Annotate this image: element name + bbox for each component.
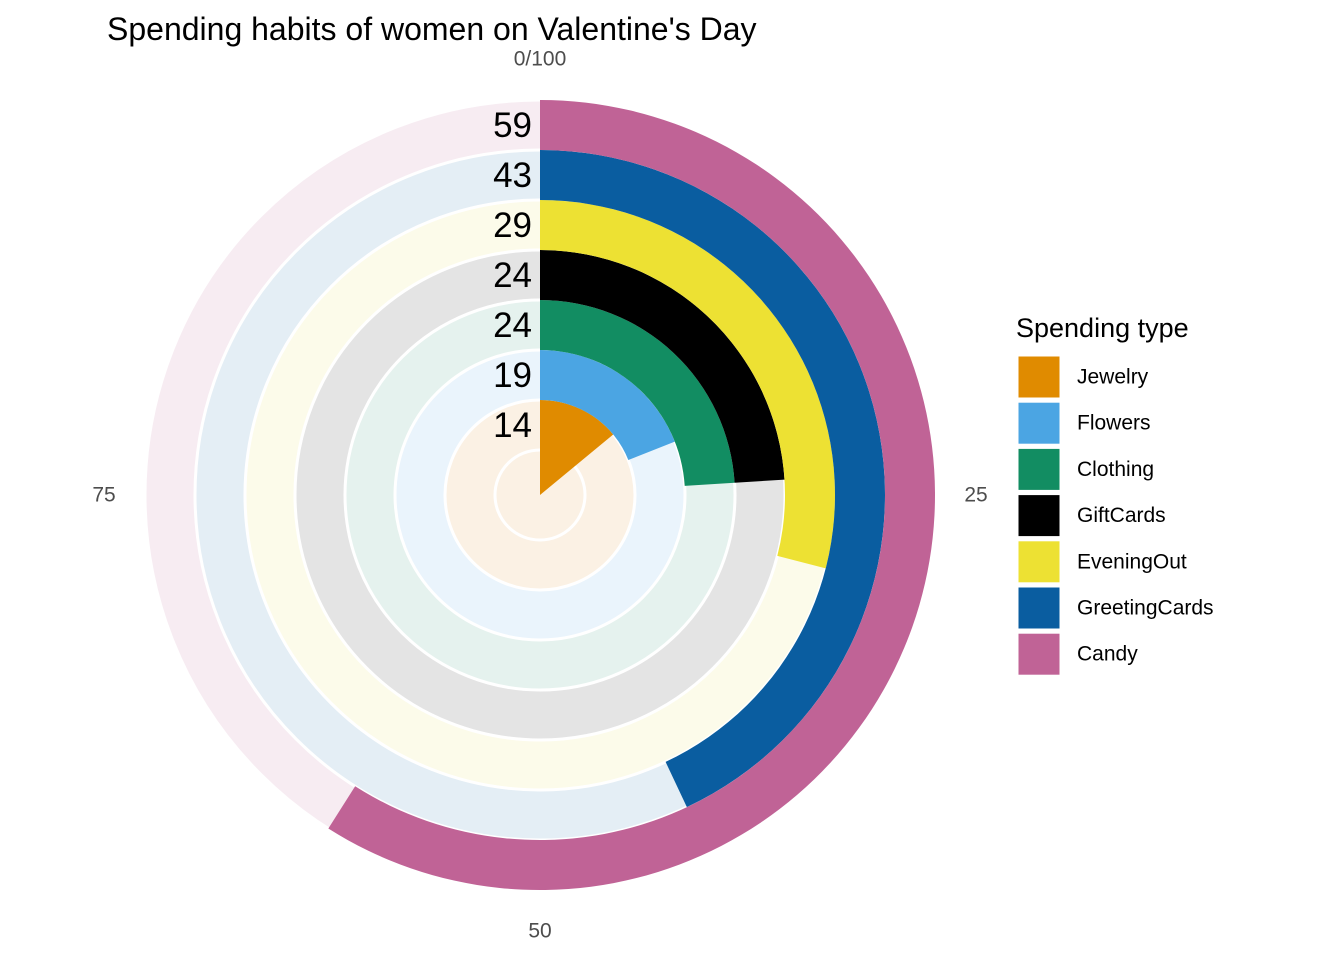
legend-key-candy [1017,632,1061,676]
value-label-giftcards: 24 [493,256,532,295]
axis-tick-label: 50 [528,920,551,943]
ring-bar-giftcards [540,250,785,483]
legend-label-candy: Candy [1077,643,1138,666]
ring-bar-flowers [540,350,675,461]
legend-label-greetingcards: GreetingCards [1077,597,1214,620]
legend: Spending type Jewelry Flowers Clothing Gift… [1016,313,1214,676]
value-label-clothing: 24 [493,306,532,345]
legend-key-giftcards [1017,494,1061,538]
ring-group [143,98,937,892]
legend-key-eveningout [1017,540,1061,584]
legend-items: Jewelry Flowers Clothing GiftCards EveningOu… [1017,355,1214,676]
legend-key-jewelry [1017,355,1061,399]
legend-key-flowers [1017,401,1061,445]
ring-bar-greetingcards [540,150,886,808]
axis-tick-label: 0/100 [514,48,567,71]
ring-bar-jewelry [540,400,614,495]
ring-bar-clothing [540,300,735,486]
axis-tick-label: 25 [964,484,987,507]
ring-bar-candy [328,100,936,890]
axis-tick-group: 0/100 25 50 75 [92,48,987,943]
value-label-eveningout: 29 [493,206,532,245]
value-label-flowers: 19 [493,356,532,395]
ring-bar-eveningout [540,200,835,569]
legend-label-flowers: Flowers [1077,412,1151,435]
axis-tick-label: 75 [92,484,115,507]
legend-label-jewelry: Jewelry [1077,366,1149,389]
value-label-greetingcards: 43 [493,156,532,195]
chart-title: Spending habits of women on Valentine's … [107,11,756,47]
value-label-jewelry: 14 [493,406,532,445]
legend-label-giftcards: GiftCards [1077,504,1166,527]
value-label-candy: 59 [493,106,532,145]
legend-key-greetingcards [1017,586,1061,630]
legend-title: Spending type [1016,313,1189,343]
legend-label-clothing: Clothing [1077,458,1154,481]
legend-label-eveningout: EveningOut [1077,550,1187,573]
legend-key-clothing [1017,447,1061,491]
value-label-group: 14 19 24 24 29 43 59 [493,106,532,445]
